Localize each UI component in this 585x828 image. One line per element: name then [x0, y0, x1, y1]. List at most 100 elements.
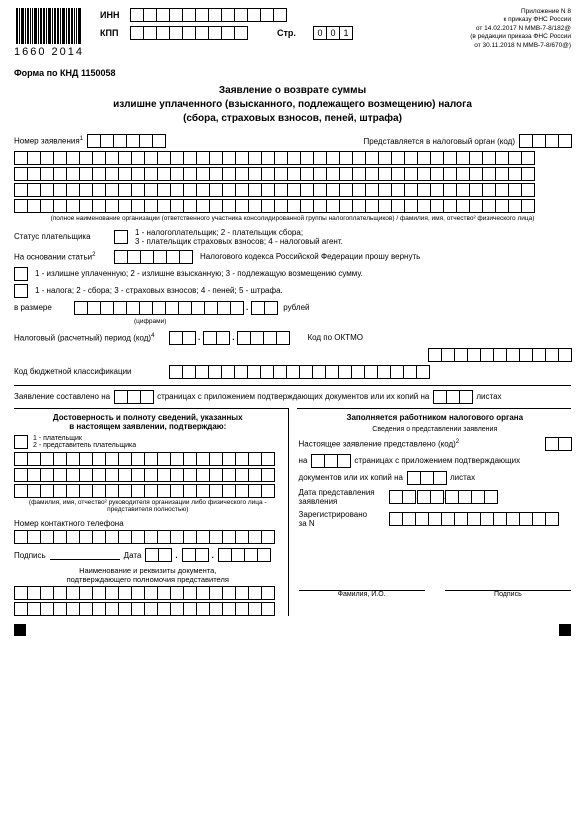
fio-row1[interactable] — [14, 452, 282, 466]
amount-int[interactable] — [74, 301, 243, 315]
title-l1: Заявление о возврате суммы — [14, 84, 571, 98]
barcode-text: 1660 2014 — [14, 46, 84, 58]
right-sign: Подпись — [445, 591, 571, 598]
right-pages[interactable] — [311, 454, 350, 468]
period-1[interactable] — [169, 331, 195, 345]
att-l5: от 30.11.2018 N ММВ-7-8/670@) — [470, 42, 571, 50]
kbk-cells[interactable] — [169, 365, 429, 379]
name-row2[interactable] — [14, 167, 571, 181]
compiled-pages[interactable] — [114, 390, 153, 404]
left-legend: 1 - плательщик 2 - представитель платель… — [33, 435, 136, 449]
marker-right — [559, 624, 571, 636]
right-fio: Фамилия, И.О. — [299, 591, 425, 598]
excess-cell[interactable] — [14, 267, 27, 281]
payer-status-cell[interactable] — [114, 230, 127, 244]
sign-label: Подпись — [14, 551, 46, 560]
payer-status-legend: 1 - налогоплательщик; 2 - плательщик сбо… — [135, 228, 343, 246]
header-row: 1660 2014 ИНН КПП Стр. 0 0 1 — [14, 8, 571, 58]
docs-on: документов или их копий на — [299, 473, 403, 482]
name-row3[interactable] — [14, 183, 571, 197]
barcode-bars — [16, 8, 82, 44]
app-number-label: Номер заявления1 — [14, 136, 83, 146]
app-number-cells[interactable] — [87, 134, 165, 148]
pages-with: страницах с приложением подтверждающих — [354, 456, 520, 465]
rd-y[interactable] — [445, 490, 497, 504]
registered-cells[interactable] — [389, 512, 558, 526]
inn-cells[interactable] — [130, 8, 286, 22]
rd-d[interactable] — [389, 490, 415, 504]
bottom-markers — [14, 624, 571, 636]
marker-left — [14, 624, 26, 636]
period-label: Налоговый (расчетный) период (код)4 — [14, 333, 169, 343]
rubles: рублей — [283, 303, 309, 312]
amount-dec[interactable] — [251, 301, 277, 315]
name-row4[interactable] — [14, 199, 571, 213]
phone-cells[interactable] — [14, 530, 282, 544]
date-label: Дата — [124, 551, 142, 560]
name-rows — [14, 151, 571, 213]
title-l3: (сбора, страховых взносов, пеней, штрафа… — [14, 112, 571, 126]
org-code-cells[interactable] — [519, 134, 571, 148]
title-l2: излишне уплаченного (взысканного, подлеж… — [14, 98, 571, 112]
on-label: на — [299, 456, 308, 465]
attachment-info: Приложение N 8 к приказу ФНС России от 1… — [470, 8, 571, 50]
right-fio-line[interactable] — [299, 581, 425, 591]
right-sub: Сведения о представлении заявления — [299, 426, 571, 433]
doc-title: Наименование и реквизиты документа, подт… — [14, 566, 282, 584]
date-y[interactable] — [218, 548, 270, 562]
att-l4: (в редакции приказа ФНС России — [470, 33, 571, 41]
section-split: Достоверность и полноту сведений, указан… — [14, 408, 571, 617]
tax-cell[interactable] — [14, 284, 27, 298]
form-title: Заявление о возврате суммы излишне уплач… — [14, 84, 571, 126]
fullname-note: (полное наименование организации (ответс… — [14, 215, 571, 223]
date-m[interactable] — [182, 548, 208, 562]
period-2[interactable] — [203, 331, 229, 345]
page-label: Стр. — [277, 28, 307, 38]
right-attach[interactable] — [407, 471, 446, 485]
doc-row1[interactable] — [14, 586, 282, 600]
line-tax: 1 - налога; 2 - сбора; 3 - страховых взн… — [35, 286, 283, 295]
submit-to-label: Представляется в налоговый орган (код) — [363, 137, 515, 146]
form-code: Форма по КНД 1150058 — [14, 68, 571, 78]
kpp-cells[interactable] — [130, 26, 247, 40]
fio-note: (фамилия, имя, отчество² руководителя ор… — [14, 499, 282, 515]
submit-date-label: Дата представления заявления — [299, 488, 389, 506]
kbk-label: Код бюджетной классификации — [14, 367, 169, 376]
sign-line[interactable] — [50, 550, 120, 560]
compiled-mid: страницах с приложением подтверждающих д… — [157, 392, 429, 401]
registered-label: Зарегистрировано за N — [299, 510, 389, 528]
left-title: Достоверность и полноту сведений, указан… — [14, 413, 282, 431]
rd-m[interactable] — [417, 490, 443, 504]
kpp-label: КПП — [100, 28, 130, 38]
amount-note: (цифрами) — [134, 318, 571, 326]
basis-cells[interactable] — [114, 250, 192, 264]
fio-row2[interactable] — [14, 468, 282, 482]
left-column: Достоверность и полноту сведений, указан… — [14, 408, 289, 617]
barcode: 1660 2014 — [14, 8, 84, 58]
oktmo-cells[interactable] — [428, 348, 571, 362]
oktmo-label: Код по ОКТМО — [307, 333, 362, 342]
page-d2: 0 — [326, 26, 340, 40]
amount-label: в размере — [14, 303, 74, 312]
doc-row2[interactable] — [14, 602, 282, 616]
right-sign-line[interactable] — [445, 581, 571, 591]
form-page: 1660 2014 ИНН КПП Стр. 0 0 1 — [0, 0, 585, 644]
fio-row3[interactable] — [14, 484, 282, 498]
page-cells: 0 0 1 — [313, 26, 352, 40]
date-d[interactable] — [145, 548, 171, 562]
role-cell[interactable] — [14, 435, 27, 449]
right-column: Заполняется работником налогового органа… — [297, 408, 571, 617]
compiled-end: листах — [476, 392, 501, 401]
compiled-attach[interactable] — [433, 390, 472, 404]
att-l3: от 14.02.2017 N ММВ-7-8/182@ — [470, 25, 571, 33]
period-3[interactable] — [237, 331, 289, 345]
basis-suffix: Налогового кодекса Российской Федерации … — [200, 252, 420, 261]
name-row1[interactable] — [14, 151, 571, 165]
presented-label: Настоящее заявление представлено (код)2 — [299, 439, 460, 449]
page-d1: 0 — [313, 26, 327, 40]
header-codes: ИНН КПП Стр. 0 0 1 — [100, 8, 352, 44]
att-l1: Приложение N 8 — [470, 8, 571, 16]
presented-code[interactable] — [545, 437, 571, 451]
phone-label: Номер контактного телефона — [14, 519, 282, 528]
basis-label: На основании статьи2 — [14, 252, 114, 262]
